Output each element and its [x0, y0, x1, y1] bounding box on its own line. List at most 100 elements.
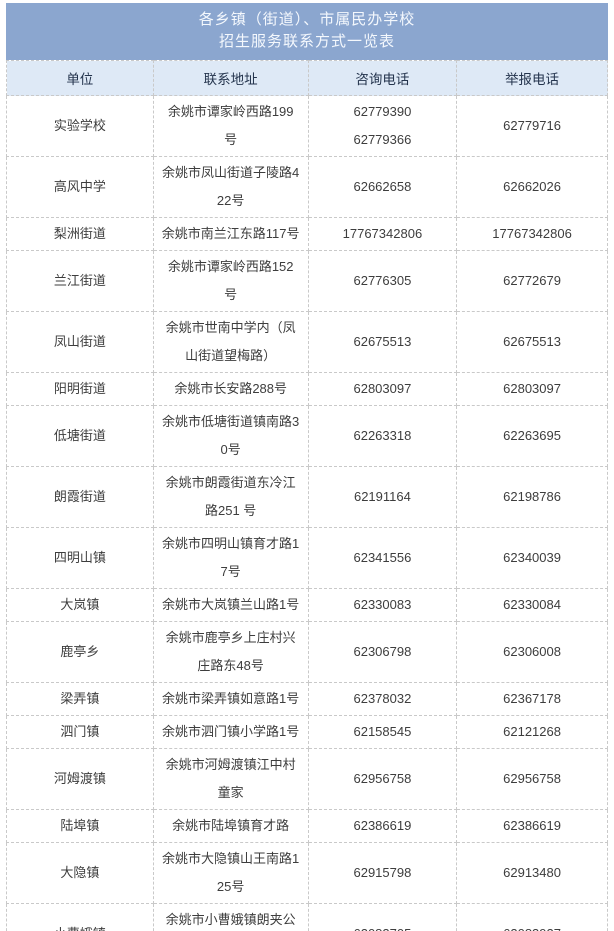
- unit-cell: 低塘街道: [6, 405, 154, 467]
- address-cell: 余姚市大隐镇山王南路125号: [152, 842, 309, 904]
- consult-phone-cell: 62263318: [307, 405, 458, 467]
- unit-cell-text: 泗门镇: [60, 724, 100, 739]
- address-cell-text: 余姚市鹿亭乡上庄村兴庄路东48号: [165, 630, 296, 673]
- table-title: 各乡镇（街道）、市属民办学校 招生服务联系方式一览表: [6, 3, 608, 60]
- report-phone-cell-text: 62956758: [503, 771, 561, 786]
- report-phone-cell-text: 62367178: [503, 691, 561, 706]
- report-phone-cell-text: 17767342806: [492, 226, 572, 241]
- consult-phone-cell-text: 62779366: [353, 132, 412, 147]
- unit-cell: 河姆渡镇: [6, 748, 154, 810]
- address-cell: 余姚市陆埠镇育才路: [152, 809, 309, 843]
- report-phone-cell-text: 62913480: [503, 865, 561, 880]
- table-row: 梁弄镇 余姚市梁弄镇如意路1号 62378032 62367178: [6, 682, 608, 716]
- table-row: 鹿亭乡 余姚市鹿亭乡上庄村兴庄路东48号 62306798 62306008: [6, 621, 608, 683]
- consult-phone-cell-text: 62341556: [353, 550, 412, 565]
- report-phone-cell: 62263695: [456, 405, 608, 467]
- unit-cell-text: 四明山镇: [53, 550, 106, 565]
- consult-phone-cell: 62779390 62779366: [307, 95, 458, 157]
- report-phone-cell: 17767342806: [456, 217, 608, 251]
- report-phone-cell: 62803097: [456, 372, 608, 406]
- unit-cell: 小曹娥镇: [6, 903, 154, 931]
- report-phone-cell: 62956758: [456, 748, 608, 810]
- address-cell-text: 余姚市四明山镇育才路17号: [162, 536, 300, 579]
- address-cell: 余姚市凤山街道子陵路422号: [152, 156, 309, 218]
- report-phone-cell: 62367178: [456, 682, 608, 716]
- table-row: 低塘街道 余姚市低塘街道镇南路30号 62263318 62263695: [6, 405, 608, 467]
- col-header-consult-phone: 咨询电话: [307, 60, 458, 96]
- unit-cell-text: 河姆渡镇: [53, 771, 106, 786]
- consult-phone-cell: 62803097: [307, 372, 458, 406]
- address-cell: 余姚市四明山镇育才路17号: [152, 527, 309, 589]
- table-row: 凤山街道 余姚市世南中学内（凤山街道望梅路） 62675513 62675513: [6, 311, 608, 373]
- title-line-1: 各乡镇（街道）、市属民办学校: [198, 11, 416, 28]
- table-row: 兰江街道 余姚市谭家岭西路152号 62776305 62772679: [6, 250, 608, 312]
- report-phone-cell: 62779716: [456, 95, 608, 157]
- consult-phone-cell: 62330083: [307, 588, 458, 622]
- report-phone-cell-text: 62198786: [503, 489, 561, 504]
- address-cell: 余姚市河姆渡镇江中村童家: [152, 748, 309, 810]
- unit-cell-text: 梁弄镇: [60, 691, 100, 706]
- address-cell: 余姚市鹿亭乡上庄村兴庄路东48号: [152, 621, 309, 683]
- address-cell: 余姚市梁弄镇如意路1号: [152, 682, 309, 716]
- table-row: 实验学校 余姚市谭家岭西路199号 62779390 62779366 62779716: [6, 95, 608, 157]
- consult-phone-cell-text: 62082705: [317, 920, 448, 931]
- unit-cell-text: 梨洲街道: [53, 226, 106, 241]
- address-cell: 余姚市谭家岭西路199号: [152, 95, 309, 157]
- unit-cell: 陆埠镇: [6, 809, 154, 843]
- report-phone-cell-text: 62675513: [503, 334, 561, 349]
- report-phone-cell-text: 62340039: [503, 550, 561, 565]
- report-phone-cell-text: 62803097: [503, 381, 561, 396]
- table-row: 阳明街道 余姚市长安路288号 62803097 62803097: [6, 372, 608, 406]
- address-cell-text: 余姚市谭家岭西路199号: [167, 104, 294, 147]
- address-cell-text: 余姚市陆埠镇育才路: [172, 818, 290, 833]
- col-header-unit: 单位: [6, 60, 154, 96]
- address-cell-text: 余姚市朗霞街道东冷江路251 号: [165, 475, 296, 518]
- table-row: 大隐镇 余姚市大隐镇山王南路125号 62915798 62913480: [6, 842, 608, 904]
- report-phone-cell-text: 62386619: [503, 818, 561, 833]
- unit-cell: 阳明街道: [6, 372, 154, 406]
- report-phone-cell: 62662026: [456, 156, 608, 218]
- unit-cell-text: 凤山街道: [53, 334, 106, 349]
- unit-cell: 高风中学: [6, 156, 154, 218]
- consult-phone-cell: 62776305: [307, 250, 458, 312]
- consult-phone-cell-text: 62776305: [353, 273, 412, 288]
- address-cell: 余姚市朗霞街道东冷江路251 号: [152, 466, 309, 528]
- unit-cell: 实验学校: [6, 95, 154, 157]
- unit-cell-text: 陆埠镇: [60, 818, 100, 833]
- consult-phone-cell: 62378032: [307, 682, 458, 716]
- unit-cell: 鹿亭乡: [6, 621, 154, 683]
- report-phone-cell-text: 62330084: [503, 597, 561, 612]
- address-cell-text: 余姚市世南中学内（凤山街道望梅路）: [165, 320, 296, 363]
- address-cell: 余姚市小曹娥镇朗夹公路88号: [152, 903, 309, 931]
- report-phone-cell: 62198786: [456, 466, 608, 528]
- consult-phone-cell-text: 62675513: [353, 334, 412, 349]
- address-cell-text: 余姚市谭家岭西路152号: [167, 259, 294, 302]
- address-cell: 余姚市南兰江东路117号: [152, 217, 309, 251]
- consult-phone-cell-text: 62330083: [353, 597, 412, 612]
- address-cell: 余姚市泗门镇小学路1号: [152, 715, 309, 749]
- report-phone-cell: 62772679: [456, 250, 608, 312]
- unit-cell: 朗霞街道: [6, 466, 154, 528]
- consult-phone-cell-text: 62386619: [353, 818, 412, 833]
- unit-cell-text: 鹿亭乡: [60, 644, 100, 659]
- consult-phone-cell-text: 62263318: [353, 428, 412, 443]
- consult-phone-cell: 62158545: [307, 715, 458, 749]
- unit-cell-text: 大岚镇: [60, 597, 100, 612]
- unit-cell: 兰江街道: [6, 250, 154, 312]
- address-cell: 余姚市长安路288号: [152, 372, 309, 406]
- report-phone-cell: 62386619: [456, 809, 608, 843]
- contact-table: 单位 联系地址 咨询电话 举报电话 实验学校 余姚市谭家岭西路199号 627793…: [6, 60, 608, 931]
- col-header-address: 联系地址: [152, 60, 309, 96]
- address-cell: 余姚市谭家岭西路152号: [152, 250, 309, 312]
- table-row: 小曹娥镇 余姚市小曹娥镇朗夹公路88号 62082705 62083927: [6, 903, 608, 931]
- report-phone-cell-text: 62779716: [503, 118, 561, 133]
- unit-cell-text: 大隐镇: [60, 865, 100, 880]
- title-line-2: 招生服务联系方式一览表: [218, 33, 395, 50]
- consult-phone-cell-text: 62378032: [353, 691, 412, 706]
- consult-phone-cell: 62662658: [307, 156, 458, 218]
- table-row: 大岚镇 余姚市大岚镇兰山路1号 62330083 62330084: [6, 588, 608, 622]
- unit-cell-text: 高风中学: [53, 179, 106, 194]
- consult-phone-cell: 62341556: [307, 527, 458, 589]
- address-cell-text: 余姚市梁弄镇如意路1号: [162, 691, 300, 706]
- consult-phone-cell: 62306798: [307, 621, 458, 683]
